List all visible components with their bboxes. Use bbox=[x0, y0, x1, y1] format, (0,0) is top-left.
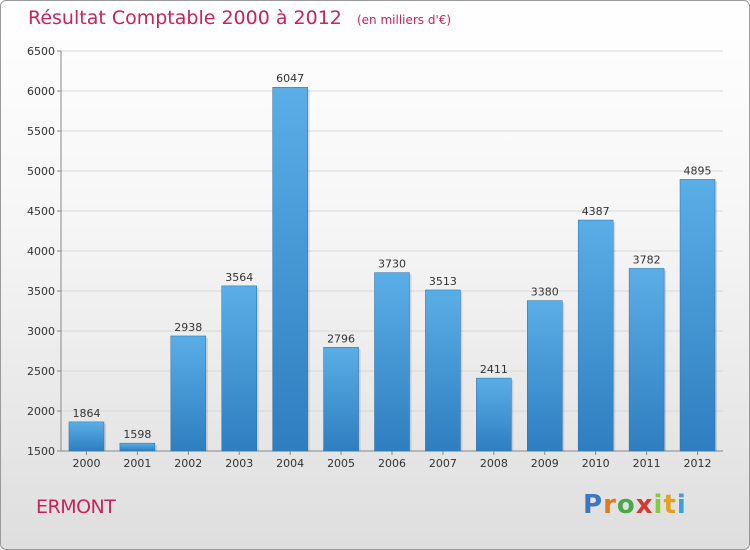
bar-value-label: 1598 bbox=[123, 428, 151, 441]
logo-letter: r bbox=[603, 490, 617, 520]
bar-value-label: 3380 bbox=[531, 286, 559, 299]
y-tick-label: 3500 bbox=[27, 285, 55, 298]
logo-letter: x bbox=[635, 490, 654, 520]
city-name: ERMONT bbox=[36, 496, 116, 518]
x-tick-label: 2007 bbox=[429, 457, 457, 470]
y-tick-label: 4000 bbox=[27, 245, 55, 258]
x-tick-label: 2006 bbox=[378, 457, 406, 470]
bar bbox=[476, 377, 512, 452]
x-tick-label: 2002 bbox=[174, 457, 202, 470]
y-tick-label: 1500 bbox=[27, 445, 55, 458]
y-tick-label: 3000 bbox=[27, 325, 55, 338]
bar-value-label: 3513 bbox=[429, 275, 457, 288]
logo-letter: t bbox=[663, 490, 677, 520]
x-tick-label: 2001 bbox=[123, 457, 151, 470]
x-tick-label: 2005 bbox=[327, 457, 355, 470]
bar bbox=[272, 86, 308, 452]
logo-letter: o bbox=[616, 490, 636, 520]
bar-value-label: 2938 bbox=[174, 321, 202, 334]
x-tick-label: 2000 bbox=[72, 457, 100, 470]
bar-value-label: 6047 bbox=[276, 72, 304, 85]
bar bbox=[679, 179, 716, 452]
bar bbox=[577, 219, 614, 452]
y-tick-label: 6000 bbox=[27, 85, 55, 98]
x-tick-label: 2004 bbox=[276, 457, 304, 470]
y-tick-label: 4500 bbox=[27, 205, 55, 218]
bar bbox=[119, 442, 156, 452]
bar bbox=[170, 335, 207, 452]
x-tick-label: 2003 bbox=[225, 457, 253, 470]
bar-value-label: 1864 bbox=[72, 407, 100, 420]
y-tick-label: 2500 bbox=[27, 365, 55, 378]
bar bbox=[221, 285, 257, 452]
x-tick-label: 2011 bbox=[633, 457, 661, 470]
bar-value-label: 2411 bbox=[480, 363, 508, 376]
bar-value-label: 3730 bbox=[378, 258, 406, 271]
y-tick-label: 6500 bbox=[27, 45, 55, 58]
logo-letter: i bbox=[676, 490, 687, 520]
bar bbox=[323, 347, 359, 452]
chart-subtitle: (en milliers d'€) bbox=[356, 13, 452, 27]
bar bbox=[68, 421, 105, 452]
bar-value-label: 4387 bbox=[582, 205, 610, 218]
x-tick-label: 2010 bbox=[582, 457, 610, 470]
bar-value-label: 3564 bbox=[225, 271, 253, 284]
proxiti-logo: Proxiti bbox=[583, 490, 687, 520]
chart-title-block: Résultat Comptable 2000 à 2012 (en milli… bbox=[28, 7, 451, 29]
x-tick-label: 2008 bbox=[480, 457, 508, 470]
y-tick-label: 5000 bbox=[27, 165, 55, 178]
bar bbox=[425, 289, 461, 452]
logo-letter: P bbox=[583, 490, 604, 520]
bar bbox=[374, 272, 410, 452]
bar-value-label: 3782 bbox=[633, 253, 661, 266]
x-tick-label: 2012 bbox=[684, 457, 712, 470]
bar bbox=[628, 268, 665, 452]
chart-title: Résultat Comptable 2000 à 2012 bbox=[28, 7, 342, 29]
x-tick-label: 2009 bbox=[531, 457, 559, 470]
y-tick-label: 5500 bbox=[27, 125, 55, 138]
bar-value-label: 4895 bbox=[684, 164, 712, 177]
logo-letter: i bbox=[653, 490, 664, 520]
bar-value-label: 2796 bbox=[327, 332, 355, 345]
bar bbox=[527, 300, 563, 452]
y-tick-label: 2000 bbox=[27, 405, 55, 418]
